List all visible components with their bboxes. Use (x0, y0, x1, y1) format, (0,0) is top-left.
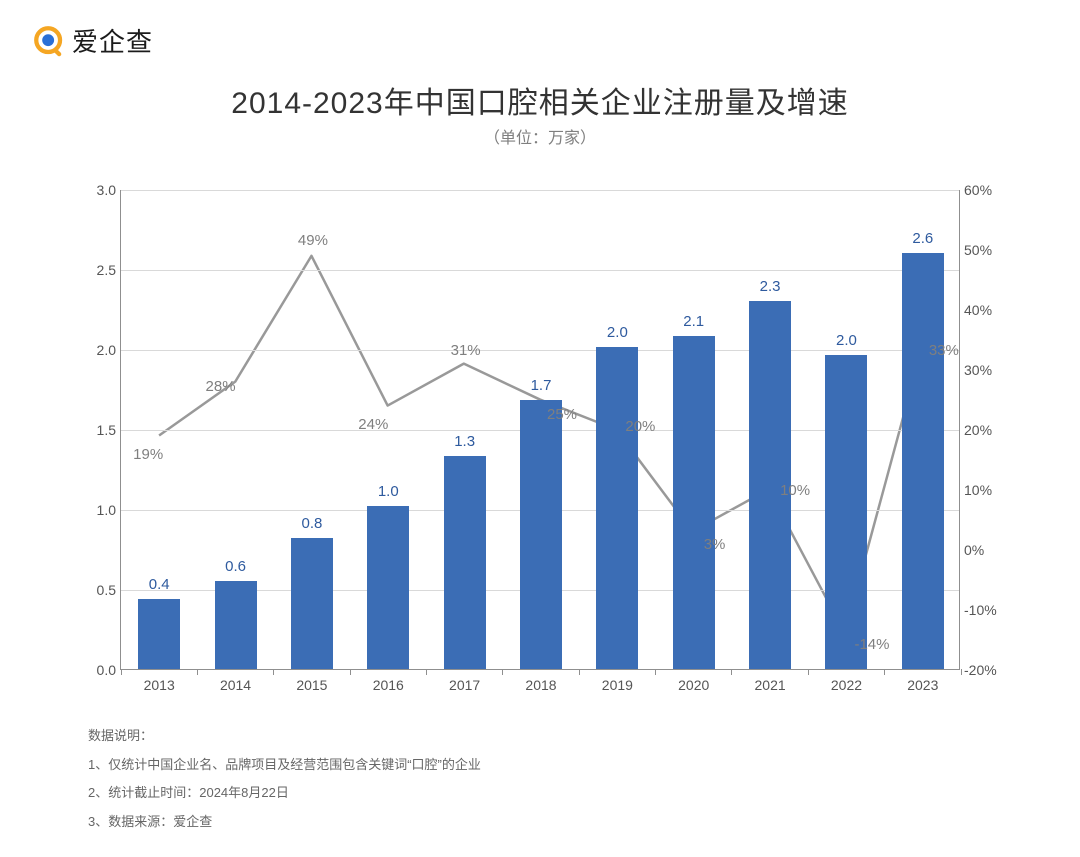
x-tick-mark (731, 669, 732, 675)
x-tick: 2016 (373, 677, 404, 693)
line-value-label: 20% (625, 418, 655, 435)
y-left-tick: 2.0 (76, 342, 116, 358)
bar: 1.3 (444, 456, 486, 669)
line-value-label: 49% (298, 232, 328, 249)
bar: 0.4 (138, 599, 180, 669)
y-left-tick: 3.0 (76, 182, 116, 198)
grid-line (121, 270, 959, 271)
bar: 0.6 (215, 581, 257, 669)
grid-line (121, 190, 959, 191)
bar-value-label: 0.4 (149, 576, 170, 593)
y-right-tick: 20% (964, 422, 1009, 438)
bar-value-label: 2.3 (760, 278, 781, 295)
x-tick-mark (273, 669, 274, 675)
bar-value-label: 2.1 (683, 313, 704, 330)
y-left-tick: 0.0 (76, 662, 116, 678)
x-tick: 2017 (449, 677, 480, 693)
y-left-tick: 2.5 (76, 262, 116, 278)
bar-value-label: 2.0 (836, 332, 857, 349)
notes-line: 2、统计截止时间：2024年8月22日 (88, 779, 481, 808)
x-tick-mark (579, 669, 580, 675)
bar: 1.0 (367, 506, 409, 669)
bar-value-label: 1.3 (454, 433, 475, 450)
y-left-tick: 1.0 (76, 502, 116, 518)
chart-unit: （单位：万家） (0, 124, 1080, 148)
bar: 1.7 (520, 400, 562, 669)
chart: 0.0 0.5 1.0 1.5 2.0 2.5 3.0 -20% -10% 0% 10% 20% 30%… (70, 170, 1010, 705)
y-left-tick: 0.5 (76, 582, 116, 598)
logo-icon (32, 24, 66, 58)
bar: 2.6 (902, 253, 944, 669)
notes-line: 3、数据来源：爱企查 (88, 808, 481, 837)
bar-value-label: 0.8 (301, 515, 322, 532)
y-right-tick: 10% (964, 482, 1009, 498)
line-value-label: 28% (206, 378, 236, 395)
line-value-label: -14% (854, 636, 889, 653)
brand-logo: 爱企查 (32, 22, 153, 59)
x-tick-mark (655, 669, 656, 675)
line-value-label: 3% (704, 536, 726, 553)
y-right-tick: -20% (964, 662, 1009, 678)
x-tick: 2022 (831, 677, 862, 693)
grid-line (121, 350, 959, 351)
bar: 2.0 (596, 347, 638, 669)
y-right-tick: 60% (964, 182, 1009, 198)
bar-value-label: 2.6 (912, 230, 933, 247)
bar-value-label: 2.0 (607, 324, 628, 341)
x-tick-mark (961, 669, 962, 675)
logo-text: 爱企查 (72, 22, 153, 59)
line-value-label: 31% (451, 342, 481, 359)
y-left-tick: 1.5 (76, 422, 116, 438)
bar: 2.0 (825, 355, 867, 669)
bar-value-label: 1.7 (531, 377, 552, 394)
x-tick-mark (502, 669, 503, 675)
bar: 2.1 (673, 336, 715, 669)
bar-value-label: 1.0 (378, 483, 399, 500)
x-tick: 2014 (220, 677, 251, 693)
x-tick: 2015 (296, 677, 327, 693)
x-tick: 2018 (525, 677, 556, 693)
x-tick: 2019 (602, 677, 633, 693)
y-right-tick: 50% (964, 242, 1009, 258)
line-value-label: 19% (133, 446, 163, 463)
x-tick-mark (884, 669, 885, 675)
x-tick-mark (121, 669, 122, 675)
plot-area: 0.00.51.01.52.02.53.0-20%-10%0%10%20%30%… (120, 190, 960, 670)
y-right-tick: 0% (964, 542, 1009, 558)
data-notes: 数据说明： 1、仅统计中国企业名、品牌项目及经营范围包含关键词“口腔”的企业 2… (88, 722, 481, 836)
y-right-tick: 30% (964, 362, 1009, 378)
line-value-label: 10% (780, 482, 810, 499)
x-tick: 2020 (678, 677, 709, 693)
line-value-label: 24% (358, 416, 388, 433)
x-tick-mark (426, 669, 427, 675)
x-tick-mark (197, 669, 198, 675)
x-tick-mark (808, 669, 809, 675)
bar: 0.8 (291, 538, 333, 669)
x-tick: 2013 (144, 677, 175, 693)
x-tick-mark (350, 669, 351, 675)
x-tick: 2021 (755, 677, 786, 693)
line-value-label: 33% (929, 342, 959, 359)
chart-title: 2014-2023年中国口腔相关企业注册量及增速 (0, 78, 1080, 122)
bar-value-label: 0.6 (225, 558, 246, 575)
notes-heading: 数据说明： (88, 722, 481, 751)
x-tick: 2023 (907, 677, 938, 693)
notes-line: 1、仅统计中国企业名、品牌项目及经营范围包含关键词“口腔”的企业 (88, 751, 481, 780)
y-right-tick: 40% (964, 302, 1009, 318)
y-right-tick: -10% (964, 602, 1009, 618)
line-value-label: 25% (547, 406, 577, 423)
